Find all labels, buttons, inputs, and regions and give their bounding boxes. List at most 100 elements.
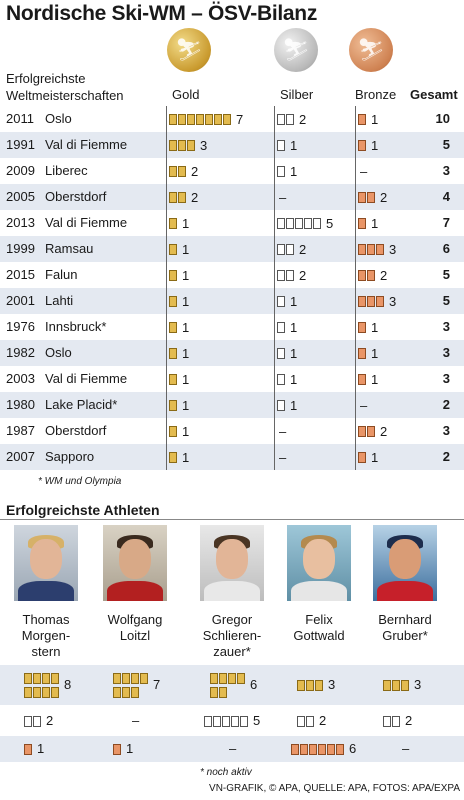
gold-medal-square xyxy=(169,113,177,125)
row-total: 4 xyxy=(442,189,450,204)
athlete-name-line: Felix xyxy=(305,612,333,627)
bronze-cell: 1 xyxy=(358,444,378,470)
column-header-gold: Gold xyxy=(172,87,200,102)
bronze-cell: 1 xyxy=(358,366,378,392)
silver-medal-square xyxy=(277,373,285,385)
row-total: 3 xyxy=(442,345,450,360)
table-row: 2013 Val di Fiemme 1 5 1 7 xyxy=(0,210,464,236)
medal-count: 1 xyxy=(371,319,379,335)
medal-count: 1 xyxy=(371,449,379,465)
bronze-cell: – xyxy=(358,158,367,184)
athlete-name: Thomas Morgen-stern xyxy=(4,612,88,660)
bronze-medal-square xyxy=(358,347,366,359)
silver-athlete-cell xyxy=(204,708,249,734)
gold-athletes-row: 8 7 6 3 3 xyxy=(0,665,464,705)
medal-line xyxy=(291,742,345,756)
no-medal-dash: – xyxy=(229,741,237,756)
gold-athlete-cell xyxy=(24,665,60,705)
row-total: 3 xyxy=(442,319,450,334)
gold-medal-square xyxy=(169,425,177,437)
bronze-cell: 1 xyxy=(358,314,378,340)
gold-medal-square xyxy=(169,399,177,411)
silver-athletes-row: 2 – 5 2 2 xyxy=(0,708,464,734)
medal-line xyxy=(297,714,315,728)
bronze-medal-square xyxy=(376,295,384,307)
row-year: 2011 xyxy=(6,111,34,126)
medal-count: 6 xyxy=(349,741,357,756)
medal-count: 2 xyxy=(380,423,388,439)
medal-count: 2 xyxy=(191,189,199,205)
silver-medal-square xyxy=(277,113,285,125)
silver-medal-square xyxy=(33,715,41,727)
championship-table: 2011 Oslo 7 2 1 10 1991 Val di Fiemme 3 1 1 5 2009 Li… xyxy=(0,106,464,470)
athlete-photo xyxy=(200,525,264,601)
source-credit: VN-GRAFIK, © APA, QUELLE: APA, FOTOS: AP… xyxy=(209,783,460,794)
medal-count: 1 xyxy=(182,423,190,439)
row-total: 5 xyxy=(442,293,450,308)
bronze-cell: 1 xyxy=(358,210,378,236)
gold-medal-square xyxy=(178,191,186,203)
bronze-medal-square xyxy=(300,743,308,755)
column-divider xyxy=(166,106,167,470)
bronze-athletes-row: 1 1 – 6 – xyxy=(0,736,464,762)
silver-medal-square xyxy=(277,165,285,177)
gold-medal-square xyxy=(169,243,177,255)
row-total: 6 xyxy=(442,241,450,256)
silver-cell: 2 xyxy=(277,262,306,288)
athlete-name-line: Morgen- xyxy=(21,628,71,643)
row-place: Lahti xyxy=(45,293,74,308)
medal-count: 1 xyxy=(290,371,298,387)
column-divider xyxy=(274,106,275,470)
gold-medal-square xyxy=(24,686,32,698)
gold-medal-square xyxy=(140,672,148,684)
row-year: 1999 xyxy=(6,241,35,256)
gold-medal-square xyxy=(178,139,186,151)
page-title: Nordische Ski-WM – ÖSV-Bilanz xyxy=(6,2,318,25)
silver-medal-square xyxy=(213,715,221,727)
athlete-name-line: stern xyxy=(31,644,61,659)
medal-count: 3 xyxy=(389,241,397,257)
medal-count: 1 xyxy=(371,215,379,231)
gold-medal-square xyxy=(42,672,50,684)
table-row: 2015 Falun 1 2 2 5 xyxy=(0,262,464,288)
row-total: 2 xyxy=(442,449,450,464)
gold-medal-square xyxy=(33,672,41,684)
subtitle-line: Weltmeisterschaften xyxy=(6,88,124,103)
no-medal-dash: – xyxy=(279,189,287,205)
gold-medal-square xyxy=(169,451,177,463)
bronze-medal-square xyxy=(327,743,335,755)
gold-athlete-cell xyxy=(383,665,410,705)
row-total: 5 xyxy=(442,137,450,152)
column-divider xyxy=(355,106,356,470)
gold-medal-square xyxy=(169,269,177,281)
medal-line xyxy=(113,671,149,685)
silver-medal-square xyxy=(286,243,294,255)
silver-medal-square xyxy=(277,217,285,229)
row-year: 1991 xyxy=(6,137,35,152)
medal-count: 1 xyxy=(290,137,298,153)
silver-athlete-cell xyxy=(24,708,42,734)
bronze-cell: 1 xyxy=(358,106,378,132)
bronze-medal-square xyxy=(358,243,366,255)
gold-cell: 1 xyxy=(169,288,189,314)
gold-medal-square xyxy=(392,679,400,691)
silver-cell: 1 xyxy=(277,340,297,366)
gold-medal-square xyxy=(169,373,177,385)
medal-line xyxy=(210,685,246,699)
gold-cell: 1 xyxy=(169,262,189,288)
silver-medal-square xyxy=(277,399,285,411)
medal-line xyxy=(24,671,60,685)
row-year: 2007 xyxy=(6,449,35,464)
row-year: 1976 xyxy=(6,319,35,334)
medal-count: 1 xyxy=(182,215,190,231)
column-header-total: Gesamt xyxy=(410,87,458,102)
bronze-cell: 2 xyxy=(358,418,387,444)
gold-medal-square xyxy=(122,686,130,698)
table-row: 2005 Oberstdorf 2 – 2 4 xyxy=(0,184,464,210)
medal-count: 1 xyxy=(371,345,379,361)
table-row: 1982 Oslo 1 1 1 3 xyxy=(0,340,464,366)
silver-cell: 2 xyxy=(277,236,306,262)
column-header-bronze: Bronze xyxy=(355,87,397,102)
gold-medal-square xyxy=(113,686,121,698)
silver-cell: – xyxy=(277,184,286,210)
